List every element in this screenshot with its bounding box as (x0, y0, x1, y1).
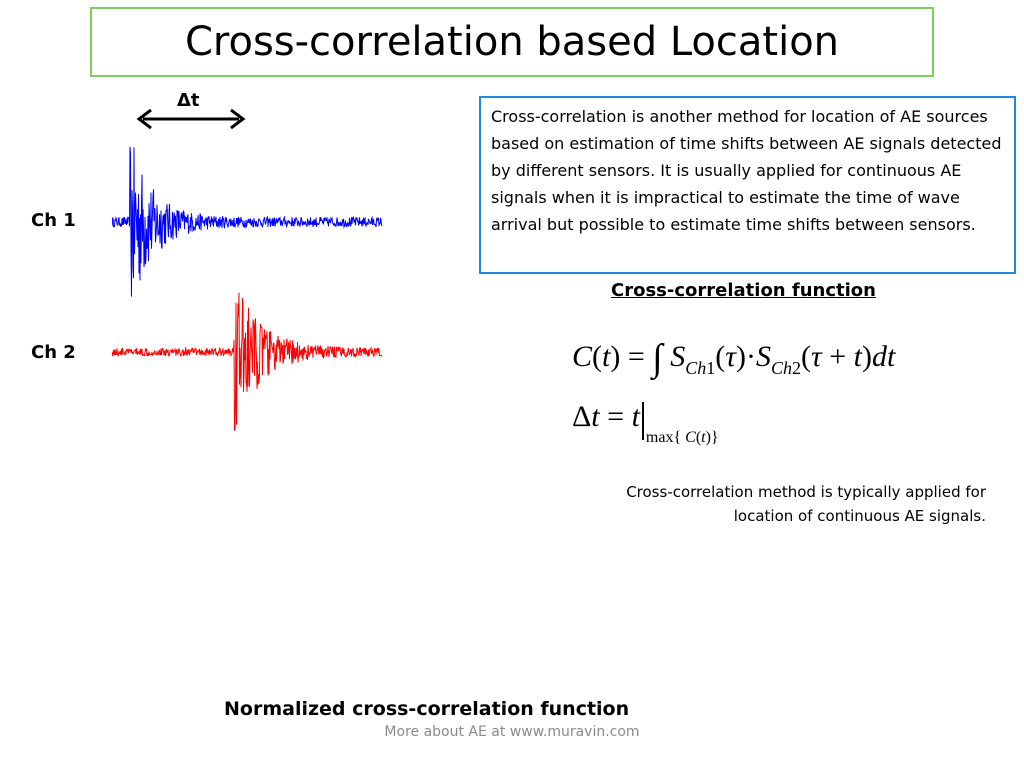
double-arrow-icon (136, 108, 246, 130)
title-box: Cross-correlation based Location (90, 7, 934, 77)
channel-1-label: Ch 1 (31, 210, 76, 231)
delta-t-formula: Δt = tmax{ C(t)} (572, 400, 719, 446)
description-text: Cross-correlation is another method for … (491, 107, 1002, 234)
description-box: Cross-correlation is another method for … (479, 96, 1016, 274)
footer-link[interactable]: More about AE at www.muravin.com (384, 724, 640, 740)
delta-t-label: Δt (177, 90, 200, 111)
channel-1-waveform (112, 146, 383, 297)
channel-2-waveform (112, 292, 383, 431)
normalized-heading: Normalized cross-correlation function (224, 698, 630, 720)
method-note: Cross-correlation method is typically ap… (626, 483, 986, 525)
cross-correlation-formula: C(t) = ∫ SCh1(τ)·SCh2(τ + t)dt (572, 337, 896, 379)
slide-title: Cross-correlation based Location (184, 19, 840, 65)
channel-2-label: Ch 2 (31, 342, 76, 363)
cross-correlation-heading: Cross-correlation function (611, 280, 876, 301)
